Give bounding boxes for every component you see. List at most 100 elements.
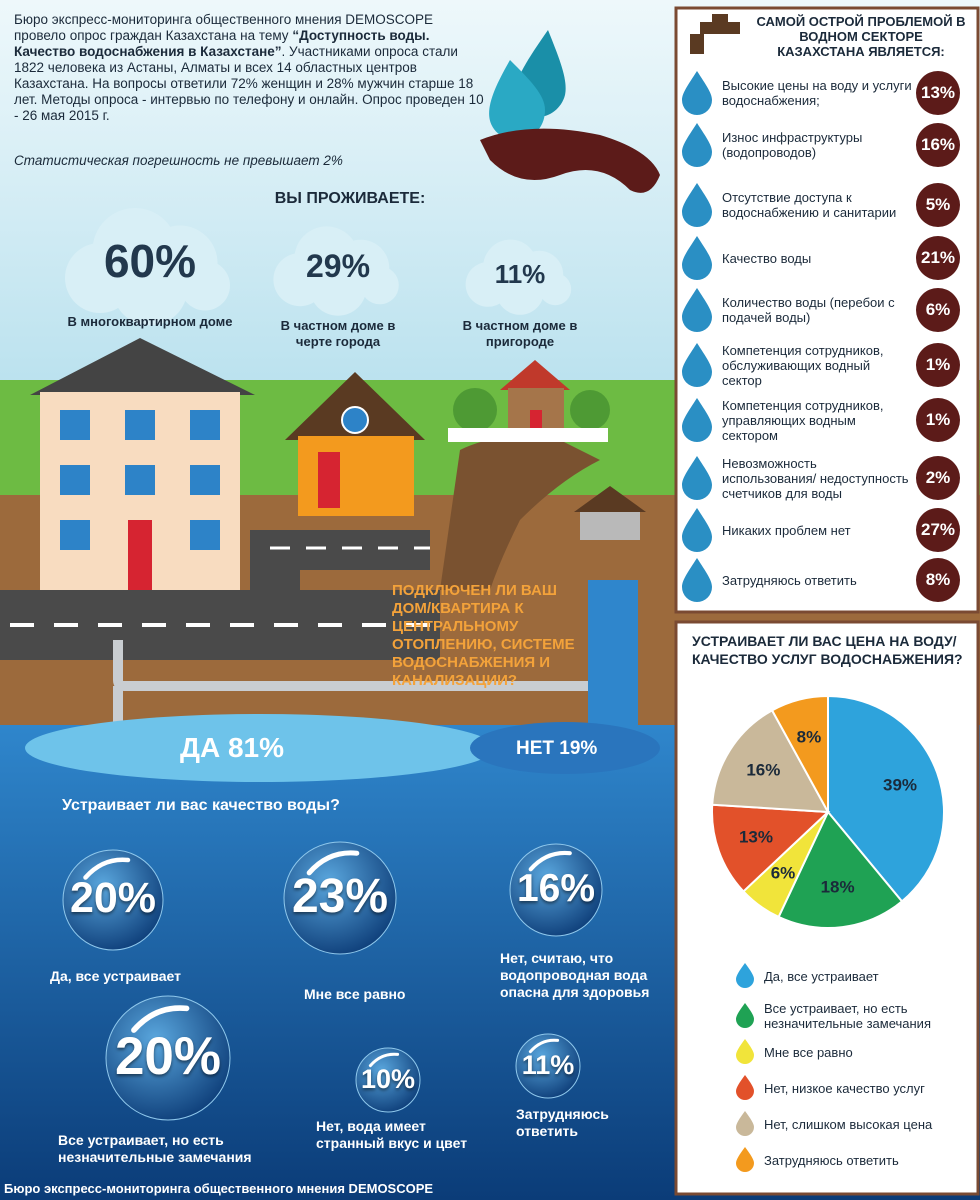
quality-value: 11% (521, 1049, 575, 1080)
pie-label: 39% (883, 776, 917, 795)
problem-icon (682, 123, 712, 167)
tree (570, 390, 610, 430)
well-water (588, 580, 638, 730)
pie-slice (711, 803, 831, 893)
problem-icon (682, 343, 712, 387)
problem-icon (682, 508, 712, 552)
windows (60, 410, 220, 550)
cloud (273, 226, 399, 316)
quality-label: Да, все устраивает (50, 968, 181, 984)
pie-label: 16% (746, 760, 780, 779)
bubble-shine (131, 1005, 190, 1033)
problem-value: 13% (916, 71, 960, 115)
faucet-icon (690, 14, 740, 54)
problem-icon (682, 183, 712, 227)
residence-value: 29% (305, 248, 371, 284)
legend-label: Затрудняюсь ответить (764, 1152, 899, 1168)
house (298, 436, 414, 516)
bubble-shine (528, 1038, 560, 1054)
problem-label: Качество воды (722, 250, 812, 266)
quality-value: 16% (516, 866, 596, 910)
well-roof (574, 486, 646, 512)
cloud (65, 208, 230, 326)
bubble-shine (306, 850, 360, 876)
well (580, 510, 640, 540)
bubble-shine (368, 1052, 400, 1068)
problem-icon (682, 456, 712, 500)
problems-title: САМОЙ ОСТРОЙ ПРОБЛЕМОЙ В ВОДНОМ СЕКТОРЕ … (756, 14, 966, 59)
cloud-part (112, 250, 188, 326)
roof (500, 360, 570, 390)
quality-label: Затрудняюсь ответить (516, 1106, 609, 1139)
problem-label: Затрудняюсь ответить (722, 572, 857, 588)
quality-value: 20% (69, 874, 157, 923)
tree (453, 388, 497, 432)
residence-title: ВЫ ПРОЖИВАЕТЕ: (274, 190, 426, 207)
intro-text: Бюро экспресс-мониторинга общественного … (14, 12, 484, 124)
residence-label: В частном доме в пригороде (462, 318, 578, 349)
cloud (465, 239, 572, 315)
problem-label: Никаких проблем нет (722, 522, 851, 538)
problem-label: Высокие цены на воду и услуги водоснабже… (722, 78, 912, 108)
pie-label: 6% (771, 863, 796, 882)
legend-label: Нет, слишком высокая цена (764, 1116, 933, 1132)
cloud-part (539, 273, 572, 306)
window (341, 406, 369, 434)
residence-value: 60% (103, 234, 197, 287)
pie-label: 8% (797, 727, 822, 746)
problem-label: Компетенция сотрудников, управляющих вод… (722, 397, 884, 443)
pie-label: 18% (821, 877, 855, 896)
connection-no: НЕТ 19% (516, 738, 598, 759)
quality-label: Нет, вода имеет странный вкус и цвет (316, 1118, 468, 1151)
legend-label: Мне все равно (764, 1044, 853, 1060)
problem-value: 21% (916, 236, 960, 280)
intro-topic: “Доступность воды. Качество водоснабжени… (14, 28, 430, 59)
problem-label: Компетенция сотрудников, обслуживающих в… (722, 342, 884, 388)
problem-value: 1% (916, 343, 960, 387)
pie-label: 13% (739, 827, 773, 846)
problem-icon (682, 558, 712, 602)
drop-icon (489, 60, 545, 141)
quality-label: Все устраивает, но есть незначительные з… (58, 1132, 252, 1165)
cloud-part (180, 260, 230, 311)
door (128, 520, 152, 590)
residence-label: В частном доме в черте города (280, 318, 396, 349)
quality-title: Устраивает ли вас качество воды? (62, 797, 340, 814)
problem-icon (682, 71, 712, 115)
problem-label: Количество воды (перебои с подачей воды) (722, 295, 895, 325)
legend-label: Да, все устраивает (764, 968, 879, 984)
connection-yes: ДА 81% (180, 732, 284, 763)
pie-slice (777, 810, 904, 929)
door (318, 452, 340, 508)
legend-marker (736, 1003, 754, 1028)
intro-lead: Бюро экспресс-мониторинга общественного … (14, 12, 434, 43)
quality-value: 23% (291, 870, 389, 924)
legend-marker (736, 1111, 754, 1136)
residence-label: В многоквартирном доме (67, 314, 233, 329)
pie-title: УСТРАИВАЕТ ЛИ ВАС ЦЕНА НА ВОДУ/ КАЧЕСТВО… (692, 633, 963, 667)
problem-value: 27% (916, 508, 960, 552)
bubble-shine (83, 857, 131, 880)
problem-value: 2% (916, 456, 960, 500)
intro-body: . Участниками опроса стали 1822 человека… (14, 44, 484, 123)
legend-marker (736, 963, 754, 988)
problem-icon (682, 236, 712, 280)
problem-value: 6% (916, 288, 960, 332)
legend-marker (736, 1075, 754, 1100)
pie-slice (770, 694, 829, 813)
quality-value: 20% (114, 1027, 222, 1087)
quality-value: 10% (360, 1063, 416, 1094)
roof (30, 338, 255, 395)
connection-question: ПОДКЛЮЧЕН ЛИ ВАШ ДОМ/КВАРТИРА К ЦЕНТРАЛЬ… (392, 582, 575, 689)
cloud-part (496, 266, 544, 315)
legend-marker (736, 1039, 754, 1064)
hand-icon (480, 128, 660, 193)
residence-value: 11% (494, 258, 546, 289)
problem-value: 1% (916, 398, 960, 442)
intro-note: Статистическая погрешность не превышает … (14, 153, 343, 168)
pie-slice (827, 694, 945, 903)
pool-yes (25, 714, 495, 782)
legend-marker (736, 1147, 754, 1172)
